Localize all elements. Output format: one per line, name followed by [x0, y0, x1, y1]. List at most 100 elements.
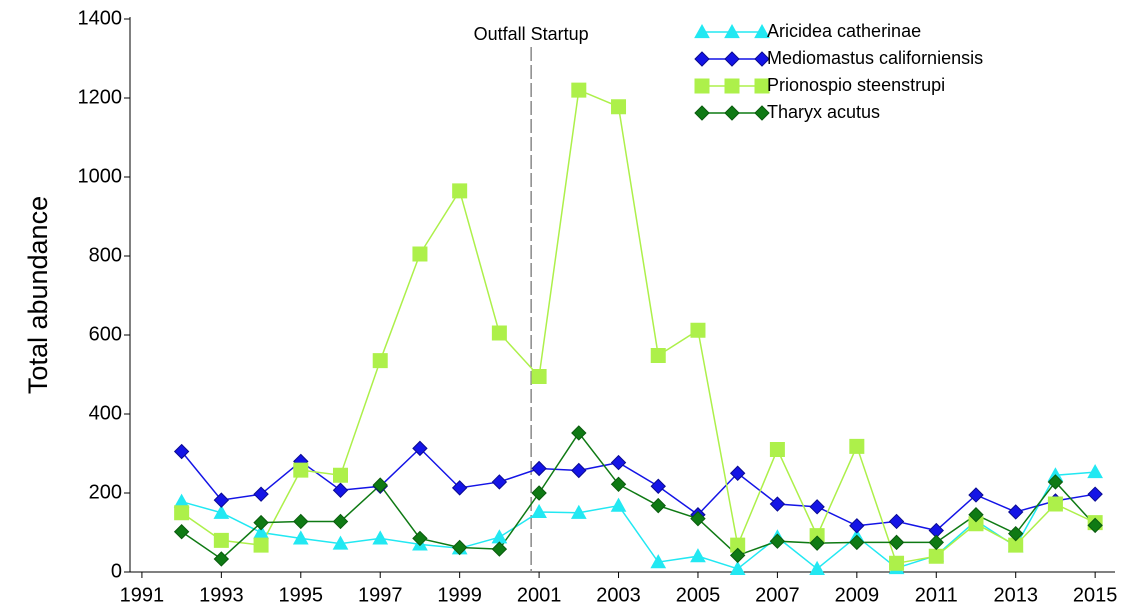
- data-point: [690, 548, 706, 563]
- data-point: [849, 534, 865, 551]
- x-tick-label: 1993: [199, 584, 244, 606]
- data-point: [928, 548, 944, 564]
- data-point: [1087, 464, 1103, 479]
- data-point: [332, 535, 349, 550]
- data-point: [968, 507, 984, 523]
- data-point: [452, 183, 468, 199]
- legend-marker: [754, 78, 770, 94]
- data-point: [650, 497, 666, 514]
- data-point: [650, 554, 667, 569]
- data-point: [610, 454, 627, 471]
- y-tick-label: 200: [89, 481, 122, 503]
- data-point: [333, 467, 349, 483]
- data-point: [293, 513, 309, 530]
- data-point: [332, 513, 349, 530]
- data-point: [491, 541, 508, 557]
- legend-marker: [754, 23, 770, 39]
- data-point: [1087, 517, 1103, 534]
- data-point: [729, 560, 746, 575]
- data-point: [1087, 486, 1103, 502]
- data-point: [968, 487, 984, 503]
- data-point: [1008, 525, 1024, 542]
- y-tick-label: 800: [89, 244, 122, 266]
- data-point: [292, 530, 309, 545]
- y-tick-label: 1200: [78, 86, 123, 108]
- data-point: [332, 482, 349, 498]
- legend-label: Tharyx acutus: [767, 102, 880, 122]
- data-point: [213, 532, 229, 548]
- data-point: [729, 465, 746, 481]
- data-point: [531, 368, 547, 384]
- legend-marker: [724, 23, 740, 39]
- x-tick-label: 2007: [755, 584, 800, 606]
- data-point: [531, 485, 547, 501]
- legend-marker: [724, 78, 740, 94]
- x-tick-label: 1997: [358, 584, 403, 606]
- x-tick-label: 2003: [596, 584, 641, 606]
- data-point: [531, 460, 547, 477]
- data-point: [729, 547, 746, 564]
- data-point: [849, 518, 865, 534]
- y-tick-label: 1000: [78, 165, 123, 187]
- data-point: [531, 503, 547, 519]
- y-tick-label: 600: [89, 323, 122, 345]
- legend-marker: [694, 23, 710, 39]
- data-point: [650, 478, 666, 494]
- data-point: [888, 513, 905, 530]
- data-point: [491, 474, 508, 490]
- data-point: [809, 499, 825, 515]
- y-tick-label: 1400: [78, 7, 123, 29]
- x-tick-label: 2013: [993, 584, 1038, 606]
- data-point: [372, 353, 388, 369]
- data-point: [412, 530, 428, 547]
- data-point: [571, 82, 587, 98]
- data-point: [412, 440, 428, 457]
- x-tick-label: 1999: [437, 584, 482, 606]
- data-point: [610, 476, 627, 493]
- y-tick-label: 400: [89, 402, 122, 424]
- data-point: [491, 325, 507, 341]
- data-point: [1047, 474, 1064, 490]
- data-point: [610, 497, 627, 512]
- series-line: [181, 471, 1096, 570]
- data-point: [213, 492, 230, 508]
- series-line: [181, 89, 1096, 565]
- data-point: [690, 510, 706, 527]
- data-point: [769, 533, 786, 549]
- data-point: [888, 534, 905, 551]
- data-point: [1008, 504, 1024, 520]
- data-point: [173, 443, 190, 460]
- data-point: [928, 534, 944, 551]
- data-point: [571, 425, 587, 441]
- data-point: [174, 505, 190, 521]
- data-point: [769, 496, 786, 512]
- x-tick-label: 2009: [835, 584, 880, 606]
- data-point: [451, 480, 468, 496]
- data-point: [293, 462, 309, 478]
- legend-marker: [724, 51, 740, 67]
- data-point: [173, 524, 190, 540]
- data-point: [571, 462, 587, 479]
- x-tick-label: 2011: [915, 584, 958, 606]
- legend-marker: [724, 105, 740, 121]
- data-point: [769, 442, 785, 458]
- data-point: [809, 535, 825, 551]
- annotation-label: Outfall Startup: [474, 24, 589, 44]
- data-point: [1047, 496, 1063, 512]
- data-point: [491, 529, 508, 544]
- data-point: [849, 438, 865, 454]
- x-tick-label: 2015: [1073, 584, 1118, 606]
- data-point: [372, 530, 389, 545]
- data-point: [253, 514, 269, 531]
- data-point: [730, 537, 746, 553]
- legend-label: Mediomastus californiensis: [767, 48, 983, 68]
- data-point: [611, 99, 627, 115]
- data-point: [253, 537, 269, 553]
- legend-marker: [694, 105, 710, 121]
- data-point: [809, 560, 825, 575]
- data-point: [213, 551, 230, 567]
- data-point: [412, 246, 428, 262]
- data-point: [650, 348, 666, 364]
- y-tick-label: 0: [111, 560, 122, 582]
- data-point: [889, 555, 905, 571]
